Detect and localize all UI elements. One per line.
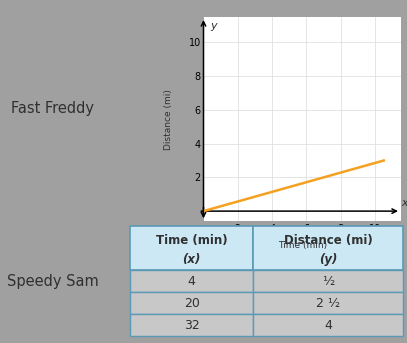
Text: Time (min): Time (min) bbox=[156, 234, 228, 247]
Text: Distance (mi): Distance (mi) bbox=[164, 89, 173, 150]
Text: 32: 32 bbox=[184, 319, 199, 332]
Text: Time (min): Time (min) bbox=[278, 241, 327, 250]
Bar bbox=[253, 270, 403, 292]
Text: Speedy Sam: Speedy Sam bbox=[7, 274, 99, 289]
Text: (x): (x) bbox=[182, 253, 201, 266]
Text: 4: 4 bbox=[188, 275, 195, 288]
Bar bbox=[130, 314, 253, 336]
Text: (y): (y) bbox=[319, 253, 337, 266]
Bar bbox=[130, 270, 253, 292]
Bar bbox=[253, 314, 403, 336]
Text: 2 ½: 2 ½ bbox=[316, 297, 340, 310]
Text: 4: 4 bbox=[324, 319, 332, 332]
Bar bbox=[253, 292, 403, 314]
Text: 20: 20 bbox=[184, 297, 199, 310]
Text: x: x bbox=[401, 198, 407, 208]
Text: Distance (mi): Distance (mi) bbox=[284, 234, 372, 247]
Text: Fast Freddy: Fast Freddy bbox=[11, 102, 94, 117]
Bar bbox=[253, 226, 403, 270]
Bar bbox=[130, 292, 253, 314]
Bar bbox=[130, 226, 253, 270]
Text: ½: ½ bbox=[322, 275, 334, 288]
Text: y: y bbox=[210, 21, 217, 31]
